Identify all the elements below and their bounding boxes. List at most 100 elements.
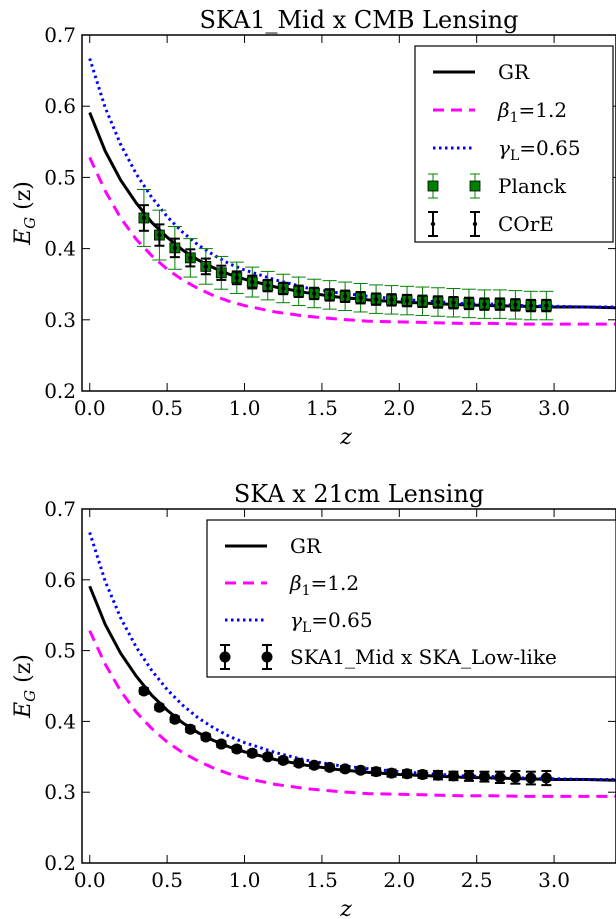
data-point (200, 731, 212, 743)
data-point-core (482, 301, 487, 307)
data-point-core (373, 296, 379, 302)
legend: GR β1=1.2 γL=0.65 Planck COrE (414, 45, 614, 243)
data-point (401, 768, 413, 780)
x-tick-label: 2.0 (383, 868, 415, 892)
x-tick-label: 0.5 (151, 396, 183, 420)
data-point-core (544, 303, 549, 308)
data-point (447, 770, 459, 782)
data-point (432, 769, 444, 781)
legend-label-main: β (497, 98, 510, 122)
x-tick-label: 3.0 (538, 396, 570, 420)
data-point-core (250, 279, 255, 285)
legend-item: γL=0.65 (225, 608, 373, 636)
x-tick-label: 1.5 (306, 396, 338, 420)
y-tick-label: 0.6 (44, 94, 76, 118)
legend-label-sub: L (510, 148, 519, 164)
legend-marker (472, 221, 478, 227)
plot-area (88, 58, 616, 326)
data-point-core (296, 289, 301, 294)
y-axis-label-sub: G (21, 217, 39, 229)
x-tick-label: 0.0 (74, 868, 106, 892)
x-tick-label: 2.5 (461, 396, 493, 420)
data-point (184, 723, 196, 735)
data-point (169, 713, 181, 725)
legend-item: β1=1.2 (225, 571, 359, 599)
legend-marker (427, 180, 439, 192)
x-tick-label: 0.0 (74, 396, 106, 420)
y-axis-label-tail: (z) (11, 181, 36, 217)
chart-title: SKA x 21cm Lensing (234, 480, 484, 508)
data-point (153, 701, 165, 713)
x-tick-label: 1.0 (229, 868, 261, 892)
legend-label-tail: =1.2 (518, 98, 567, 122)
legend-label-tail: =1.2 (310, 571, 359, 595)
series-line-dashed (88, 630, 616, 798)
plot-frame (81, 34, 616, 392)
x-axis-label: z (339, 897, 352, 919)
legend-label-main: GR (498, 60, 530, 84)
x-tick-label: 0.5 (151, 868, 183, 892)
data-point-core (358, 295, 363, 300)
legend-label-main: Planck (498, 174, 567, 198)
x-axis-label: z (339, 425, 352, 450)
legend-marker (469, 180, 481, 192)
data-point-core (528, 303, 534, 308)
data-point (324, 761, 336, 773)
data-point-core (451, 300, 456, 305)
legend-label: γL=0.65 (498, 136, 581, 164)
legend-label: COrE (498, 212, 554, 236)
data-point-core (466, 301, 472, 306)
x-tick-label: 2.5 (461, 868, 493, 892)
y-tick-label: 0.6 (44, 568, 76, 592)
data-point (525, 772, 537, 784)
legend-item: Planck (427, 173, 567, 199)
data-point (215, 738, 227, 750)
y-tick-label: 0.4 (44, 237, 76, 261)
data-point (308, 759, 320, 771)
data-point-core (311, 291, 317, 296)
legend-label: Planck (498, 174, 567, 198)
legend-item: GR (225, 534, 322, 558)
data-point (370, 766, 382, 778)
data-point (246, 747, 258, 759)
chart-panel-1: SKA1_Mid x CMB Lensing 0.0 0.5 1.0 1.5 2.0 2.5… (11, 6, 616, 450)
legend-item: COrE (428, 211, 554, 237)
y-tick-label: 0.5 (44, 639, 76, 663)
legend: GR β1=1.2 γL=0.65 SKA1_Mid x SKA_Low-like (206, 519, 616, 678)
legend-label-main: β (289, 571, 302, 595)
legend-label-sub: L (302, 620, 311, 636)
data-point (540, 772, 552, 784)
legend-label: γL=0.65 (290, 608, 373, 636)
x-tick-label: 3.0 (538, 868, 570, 892)
data-point (339, 763, 351, 775)
data-point-core (281, 286, 286, 291)
legend-item: GR (433, 60, 530, 84)
legend-label-main: COrE (498, 212, 554, 236)
y-tick-label: 0.3 (44, 780, 76, 804)
data-point-core (497, 301, 503, 307)
y-tick-label: 0.7 (44, 497, 76, 521)
data-point (355, 764, 367, 776)
data-point (478, 771, 490, 783)
data-point (277, 754, 289, 766)
series-line-dashed (88, 156, 616, 326)
data-point (293, 757, 305, 769)
legend-marker (219, 651, 231, 663)
data-point-core (327, 292, 332, 298)
legend-marker (430, 221, 436, 227)
legend-label: GR (498, 60, 530, 84)
data-point-core (513, 302, 518, 308)
legend-label-tail: =0.65 (311, 608, 372, 632)
legend-box (414, 45, 614, 243)
y-axis-label-sub: G (21, 690, 39, 702)
legend-label-tail: =0.65 (519, 136, 580, 160)
y-axis-label-main: E (11, 702, 36, 719)
legend-label-main: GR (290, 534, 322, 558)
legend-box (206, 519, 616, 678)
y-axis-label: EG (z) (11, 181, 39, 246)
chart-title: SKA1_Mid x CMB Lensing (199, 6, 518, 34)
x-tick-label: 2.0 (383, 396, 415, 420)
data-point-core (219, 270, 224, 276)
data-point (509, 771, 521, 783)
